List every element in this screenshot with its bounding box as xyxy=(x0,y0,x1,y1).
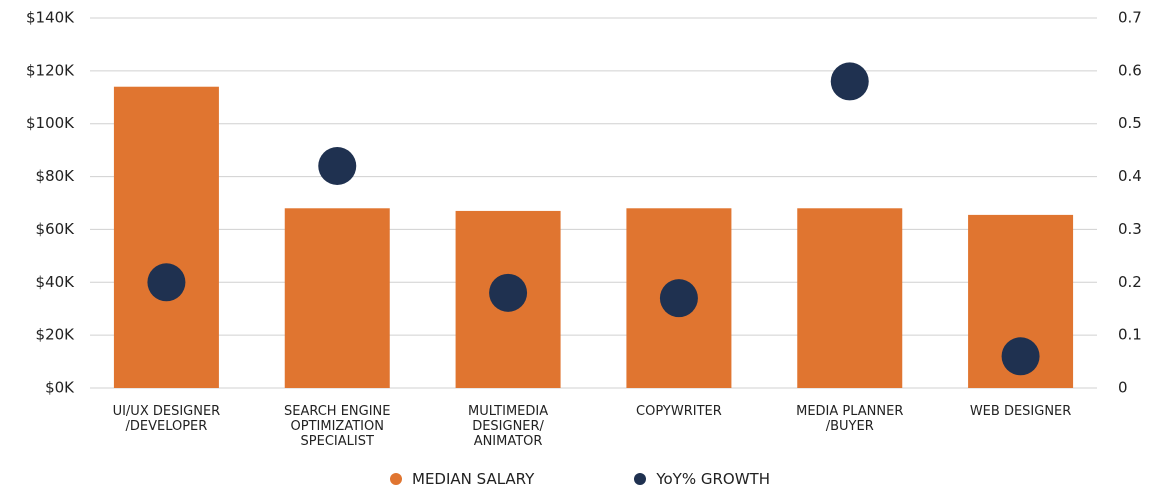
x-tick-label: MEDIA PLANNER /BUYER xyxy=(796,404,904,434)
x-tick-label: COPYWRITER xyxy=(636,404,722,419)
y2-tick-label: 0.3 xyxy=(1118,220,1142,238)
legend-item: YoY% GROWTH xyxy=(634,470,770,488)
dot xyxy=(147,263,186,302)
x-tick-label: SEARCH ENGINE OPTIMIZATION SPECIALIST xyxy=(283,404,391,449)
legend-item: MEDIAN SALARY xyxy=(390,470,534,488)
bar xyxy=(284,208,390,388)
y2-tick-label: 0.4 xyxy=(1118,167,1142,185)
legend-label: MEDIAN SALARY xyxy=(412,470,535,488)
y-tick-label: $80K xyxy=(36,167,76,185)
y-tick-label: $120K xyxy=(26,61,75,79)
dot xyxy=(1001,337,1040,376)
y2-tick-label: 0 xyxy=(1118,379,1128,397)
y-tick-label: $40K xyxy=(36,273,76,291)
y-tick-label: $60K xyxy=(36,220,76,238)
y-tick-label: $0K xyxy=(45,379,75,397)
y-tick-label: $140K xyxy=(26,9,75,27)
dot xyxy=(659,279,698,318)
legend: MEDIAN SALARY YoY% GROWTH xyxy=(0,470,1160,488)
dot xyxy=(830,62,869,101)
dot xyxy=(489,273,528,312)
bar xyxy=(797,208,903,388)
y-tick-label: $20K xyxy=(36,326,76,344)
legend-swatch xyxy=(634,473,647,485)
y2-tick-label: 0.7 xyxy=(1118,9,1142,27)
y-tick-label: $100K xyxy=(26,114,75,132)
x-tick-label: MULTIMEDIA DESIGNER/ ANIMATOR xyxy=(468,404,549,449)
dot xyxy=(318,147,357,185)
bar xyxy=(113,86,219,388)
y2-tick-label: 0.6 xyxy=(1118,61,1142,79)
y2-tick-label: 0.1 xyxy=(1118,326,1142,344)
y2-tick-label: 0.2 xyxy=(1118,273,1142,291)
x-tick-label: WEB DESIGNER xyxy=(969,404,1072,419)
x-tick-label: UI/UX DESIGNER /DEVELOPER xyxy=(112,404,221,434)
y2-tick-label: 0.5 xyxy=(1118,114,1142,132)
legend-swatch xyxy=(390,473,403,485)
legend-label: YoY% GROWTH xyxy=(656,470,770,488)
